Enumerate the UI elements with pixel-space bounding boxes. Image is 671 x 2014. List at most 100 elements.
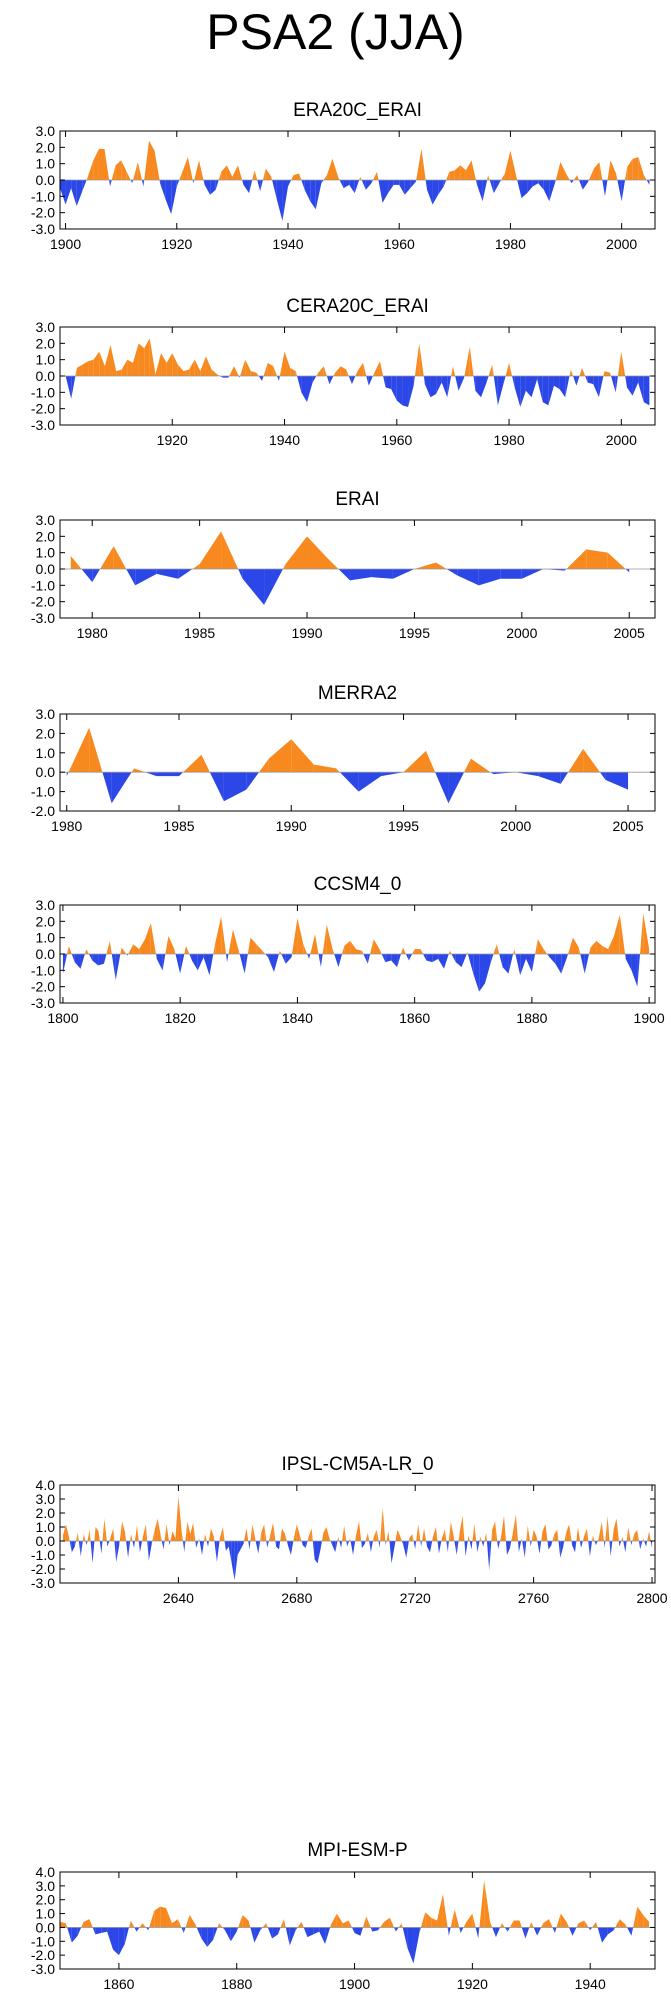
positive-anomaly xyxy=(155,353,162,376)
positive-anomaly xyxy=(638,157,644,180)
negative-anomaly xyxy=(285,1927,290,1946)
positive-anomaly xyxy=(355,371,358,376)
positive-anomaly xyxy=(384,1917,390,1928)
negative-anomaly xyxy=(378,180,383,203)
positive-anomaly xyxy=(493,944,497,954)
plot-area xyxy=(60,913,655,992)
positive-anomaly xyxy=(490,1921,493,1928)
negative-anomaly xyxy=(78,1541,81,1557)
y-tick-label: -1.0 xyxy=(31,962,55,978)
positive-anomaly xyxy=(366,1916,371,1928)
negative-anomaly xyxy=(260,1927,263,1931)
positive-anomaly xyxy=(647,1531,650,1541)
positive-anomaly xyxy=(621,351,626,376)
y-tick-label: 0.0 xyxy=(36,1533,56,1549)
positive-anomaly xyxy=(370,939,374,954)
negative-anomaly xyxy=(295,1927,298,1931)
negative-anomaly xyxy=(421,1541,423,1547)
x-tick-label: 1900 xyxy=(50,236,81,252)
positive-anomaly xyxy=(510,150,516,180)
negative-anomaly xyxy=(65,376,72,399)
positive-anomaly xyxy=(154,1518,158,1541)
positive-anomaly xyxy=(166,1908,172,1928)
chart-panel: MPI-ESM-P 4.03.02.01.00.0-1.0-2.0-3.0 1860… xyxy=(31,1840,656,1992)
negative-anomaly xyxy=(228,1541,232,1564)
negative-anomaly xyxy=(365,180,372,190)
negative-anomaly xyxy=(306,376,313,403)
positive-anomaly xyxy=(362,1916,367,1928)
positive-anomaly xyxy=(178,1496,182,1541)
negative-anomaly xyxy=(547,954,550,958)
positive-anomaly xyxy=(464,758,471,773)
negative-anomaly xyxy=(389,1541,392,1564)
negative-anomaly xyxy=(223,772,247,802)
x-tick-label: 2720 xyxy=(400,1590,431,1606)
positive-anomaly xyxy=(267,362,274,376)
positive-anomaly xyxy=(94,1527,96,1541)
positive-anomaly xyxy=(514,949,516,954)
positive-anomaly xyxy=(126,171,131,180)
negative-anomaly xyxy=(248,1541,250,1550)
positive-anomaly xyxy=(619,1919,626,1928)
positive-anomaly xyxy=(504,1515,506,1541)
chart-title: CCSM4_0 xyxy=(314,874,402,895)
negative-anomaly xyxy=(312,1541,315,1560)
negative-anomaly xyxy=(551,1541,553,1546)
negative-anomaly xyxy=(267,1927,273,1939)
positive-anomaly xyxy=(464,346,470,376)
positive-anomaly xyxy=(313,764,337,773)
negative-anomaly xyxy=(315,180,322,210)
positive-anomaly xyxy=(250,1524,253,1541)
positive-anomaly xyxy=(500,1536,502,1541)
positive-anomaly xyxy=(479,1536,481,1541)
y-tick-label: 1.0 xyxy=(36,745,56,761)
positive-anomaly xyxy=(282,1528,285,1541)
negative-anomaly xyxy=(447,1927,449,1936)
negative-anomaly xyxy=(471,1541,473,1550)
x-tick-label: 1980 xyxy=(495,236,526,252)
positive-anomaly xyxy=(296,1524,300,1541)
negative-anomaly xyxy=(640,1541,643,1550)
positive-anomaly xyxy=(104,1518,107,1541)
positive-anomaly xyxy=(199,160,204,180)
positive-anomaly xyxy=(130,1534,132,1541)
positive-anomaly xyxy=(619,914,626,954)
positive-anomaly xyxy=(110,1528,114,1541)
positive-anomaly xyxy=(583,1528,587,1541)
negative-anomaly xyxy=(533,1927,538,1936)
positive-anomaly xyxy=(164,1524,167,1541)
positive-anomaly xyxy=(332,158,339,180)
negative-anomaly xyxy=(71,954,75,963)
positive-anomaly xyxy=(513,1920,520,1928)
negative-anomaly xyxy=(162,954,166,971)
y-tick-label: 2.0 xyxy=(36,139,56,155)
negative-anomaly xyxy=(454,1541,457,1555)
positive-anomaly xyxy=(625,1924,628,1928)
positive-anomaly xyxy=(177,1919,182,1928)
negative-anomaly xyxy=(65,180,72,205)
positive-anomaly xyxy=(640,913,644,954)
negative-anomaly xyxy=(88,954,93,961)
negative-anomaly xyxy=(588,1541,590,1557)
positive-anomaly xyxy=(418,1524,421,1541)
negative-anomaly xyxy=(320,954,323,968)
positive-anomaly xyxy=(642,1538,644,1541)
positive-anomaly xyxy=(610,372,612,376)
negative-anomaly xyxy=(168,1541,170,1546)
chart-title: CERA20C_ERAI xyxy=(286,296,429,317)
negative-anomaly xyxy=(90,1541,93,1564)
positive-anomaly xyxy=(372,171,377,180)
negative-anomaly xyxy=(410,180,416,189)
positive-anomaly xyxy=(441,1529,445,1541)
negative-anomaly xyxy=(383,376,386,388)
positive-anomaly xyxy=(360,176,362,180)
positive-anomaly xyxy=(424,1528,427,1541)
negative-anomaly xyxy=(156,772,179,777)
positive-anomaly xyxy=(621,1536,623,1541)
positive-anomaly xyxy=(501,173,505,180)
x-tick-label: 1920 xyxy=(161,236,192,252)
negative-anomaly xyxy=(435,772,449,804)
negative-anomaly xyxy=(615,376,618,393)
positive-anomaly xyxy=(252,1524,256,1541)
negative-anomaly xyxy=(402,376,409,408)
